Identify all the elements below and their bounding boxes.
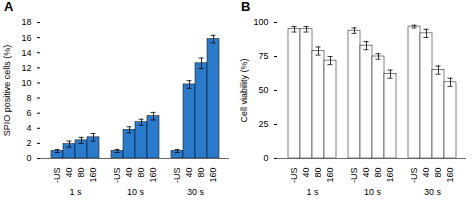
html-text:B: B bbox=[241, 0, 251, 14]
svg-text:2: 2 bbox=[26, 138, 31, 148]
svg-text:-US: -US bbox=[349, 168, 359, 184]
svg-text:12: 12 bbox=[21, 63, 31, 73]
svg-text:40: 40 bbox=[64, 168, 74, 178]
svg-text:160: 160 bbox=[148, 168, 158, 183]
svg-text:160: 160 bbox=[385, 168, 395, 183]
svg-text:40: 40 bbox=[124, 168, 134, 178]
svg-text:0: 0 bbox=[263, 153, 268, 163]
svg-text:40: 40 bbox=[301, 168, 311, 178]
svg-text:80: 80 bbox=[373, 168, 383, 178]
svg-text:1 s: 1 s bbox=[69, 187, 82, 197]
svg-text:40: 40 bbox=[184, 168, 194, 178]
svg-text:-US: -US bbox=[289, 168, 299, 184]
svg-text:-US: -US bbox=[52, 168, 62, 184]
svg-text:80: 80 bbox=[136, 168, 146, 178]
svg-text:-US: -US bbox=[172, 168, 182, 184]
svg-text:SPIO positive cells (%): SPIO positive cells (%) bbox=[2, 45, 12, 137]
svg-text:0: 0 bbox=[26, 153, 31, 163]
svg-text:1 s: 1 s bbox=[306, 187, 319, 197]
svg-text:160: 160 bbox=[208, 168, 218, 183]
svg-text:40: 40 bbox=[361, 168, 371, 178]
svg-text:30 s: 30 s bbox=[424, 187, 442, 197]
svg-text:160: 160 bbox=[88, 168, 98, 183]
svg-text:16: 16 bbox=[21, 32, 31, 42]
svg-text:100: 100 bbox=[253, 17, 268, 27]
svg-text:75: 75 bbox=[258, 51, 268, 61]
svg-text:50: 50 bbox=[258, 85, 268, 95]
svg-text:18: 18 bbox=[21, 17, 31, 27]
svg-text:80: 80 bbox=[313, 168, 323, 178]
svg-text:4: 4 bbox=[26, 123, 31, 133]
svg-text:8: 8 bbox=[26, 93, 31, 103]
svg-text:80: 80 bbox=[76, 168, 86, 178]
html-text:A: A bbox=[4, 0, 14, 14]
svg-text:160: 160 bbox=[445, 168, 455, 183]
svg-text:80: 80 bbox=[196, 168, 206, 178]
svg-text:25: 25 bbox=[258, 119, 268, 129]
svg-text:80: 80 bbox=[433, 168, 443, 178]
svg-text:14: 14 bbox=[21, 48, 31, 58]
svg-text:10 s: 10 s bbox=[127, 187, 145, 197]
svg-text:10 s: 10 s bbox=[364, 187, 382, 197]
svg-text:Cell viability (%): Cell viability (%) bbox=[239, 58, 249, 122]
svg-text:-US: -US bbox=[409, 168, 419, 184]
svg-text:-US: -US bbox=[112, 168, 122, 184]
svg-text:40: 40 bbox=[421, 168, 431, 178]
svg-text:30 s: 30 s bbox=[187, 187, 205, 197]
svg-text:6: 6 bbox=[26, 108, 31, 118]
svg-text:10: 10 bbox=[21, 78, 31, 88]
svg-text:160: 160 bbox=[325, 168, 335, 183]
